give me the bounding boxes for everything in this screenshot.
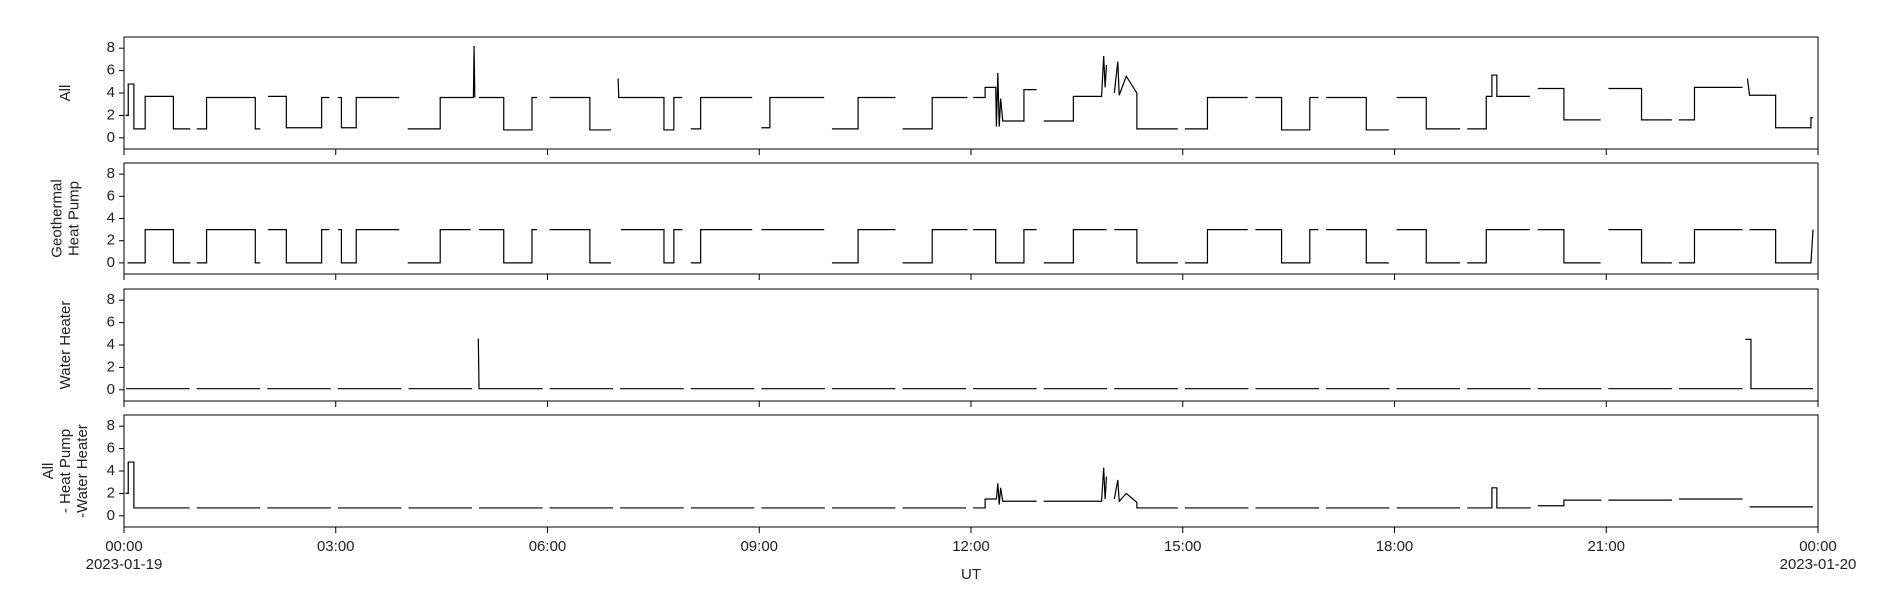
x-tick-label: 12:00 [952, 538, 990, 555]
x-axis-label: UT [961, 566, 981, 583]
y-tick-label: 0 [107, 507, 115, 524]
y-axis-label: Geothermal [48, 179, 65, 257]
y-tick-label: 4 [107, 209, 115, 226]
x-tick-label: 15:00 [1164, 538, 1202, 555]
y-tick-label: 0 [107, 254, 115, 271]
date-label: 2023-01-19 [86, 556, 163, 573]
y-axis-label: -Water Heater [74, 424, 91, 518]
series-line [125, 45, 1814, 131]
y-tick-label: 6 [107, 314, 115, 331]
y-tick-label: 8 [107, 417, 115, 434]
y-tick-label: 4 [107, 336, 115, 353]
y-tick-label: 8 [107, 291, 115, 308]
y-tick-label: 8 [107, 39, 115, 56]
series-line [125, 461, 1814, 509]
y-tick-label: 4 [107, 462, 115, 479]
y-tick-label: 2 [107, 106, 115, 123]
series-line [126, 338, 1814, 390]
x-tick-label: 09:00 [740, 538, 778, 555]
y-axis-label: Water Heater [57, 301, 74, 390]
y-axis-label: All [57, 85, 74, 102]
y-tick-label: 0 [107, 129, 115, 146]
x-tick-label: 03:00 [317, 538, 355, 555]
x-tick-label: 06:00 [529, 538, 567, 555]
x-tick-label: 18:00 [1376, 538, 1414, 555]
y-tick-label: 4 [107, 84, 115, 101]
panel: 0 2 4 6 8 00:00 03:00 06:00 09:00 12:00 15:00 18:00… [40, 414, 1857, 583]
panel: 0 2 4 6 8 Water Heater [57, 288, 1819, 407]
y-tick-label: 6 [107, 62, 115, 79]
y-tick-label: 2 [107, 484, 115, 501]
plot-frame [123, 414, 1819, 528]
y-axis-label: Heat Pump [65, 181, 82, 256]
x-tick-label: 21:00 [1587, 538, 1625, 555]
y-axis-label: - Heat Pump [57, 429, 74, 513]
y-tick-label: 8 [107, 165, 115, 182]
series-line [127, 229, 1814, 264]
y-tick-label: 2 [107, 358, 115, 375]
panel: 0 2 4 6 8 All [57, 36, 1819, 155]
panel: 0 2 4 6 8 Geothermal Heat Pump [48, 162, 1819, 280]
y-tick-label: 6 [107, 187, 115, 204]
x-tick-label: 00:00 [1799, 538, 1837, 555]
date-label: 2023-01-20 [1780, 556, 1857, 573]
plot-frame [123, 288, 1819, 402]
x-tick-label: 00:00 [105, 538, 143, 555]
y-tick-label: 6 [107, 440, 115, 457]
y-tick-label: 0 [107, 381, 115, 398]
y-axis-label: All [40, 463, 57, 480]
y-tick-label: 2 [107, 232, 115, 249]
